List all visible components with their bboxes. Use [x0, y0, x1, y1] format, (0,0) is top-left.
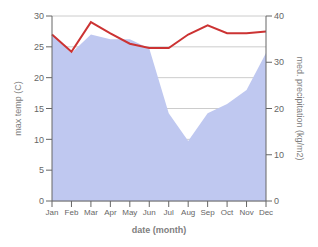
svg-text:15: 15 [34, 104, 44, 114]
svg-text:Mar: Mar [84, 208, 98, 217]
svg-text:10: 10 [274, 150, 284, 160]
svg-text:Apr: Apr [104, 208, 117, 217]
svg-text:Jan: Jan [46, 208, 59, 217]
svg-text:20: 20 [34, 73, 44, 83]
svg-text:Sep: Sep [201, 208, 216, 217]
svg-text:40: 40 [274, 11, 284, 21]
svg-text:Jul: Jul [164, 208, 174, 217]
svg-text:25: 25 [34, 42, 44, 52]
svg-text:May: May [122, 208, 137, 217]
svg-text:Dec: Dec [259, 208, 273, 217]
svg-text:5: 5 [39, 165, 44, 175]
svg-text:20: 20 [274, 104, 284, 114]
svg-text:30: 30 [34, 11, 44, 21]
svg-text:Nov: Nov [239, 208, 253, 217]
svg-text:Oct: Oct [221, 208, 234, 217]
svg-text:Aug: Aug [181, 208, 195, 217]
svg-text:10: 10 [34, 135, 44, 145]
svg-text:30: 30 [274, 57, 284, 67]
svg-text:Jun: Jun [143, 208, 156, 217]
svg-text:Feb: Feb [65, 208, 79, 217]
svg-text:max temp (C): max temp (C) [13, 81, 23, 136]
svg-text:date (month): date (month) [132, 225, 187, 235]
svg-text:0: 0 [39, 196, 44, 206]
svg-text:med. precipitation (kg/m2): med. precipitation (kg/m2) [295, 56, 305, 160]
svg-text:0: 0 [274, 196, 279, 206]
